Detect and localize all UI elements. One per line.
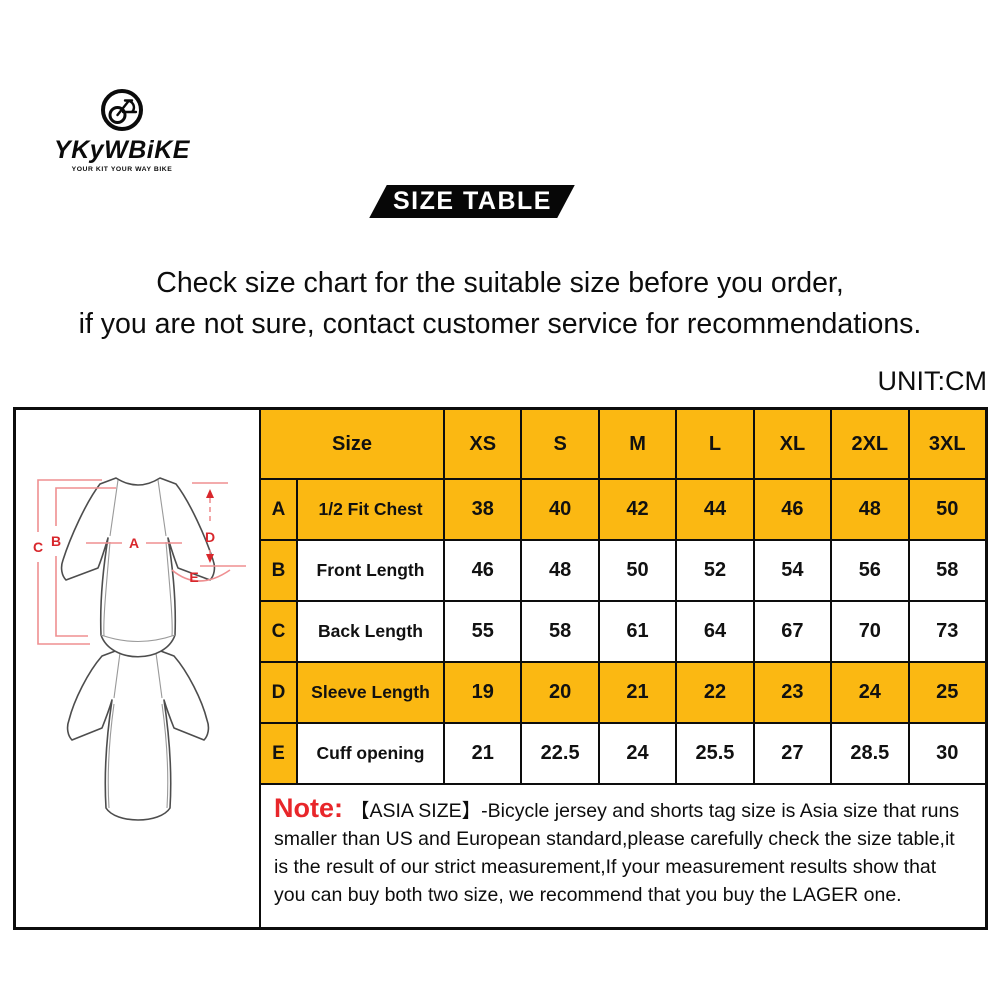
row-label: Cuff opening bbox=[298, 724, 445, 783]
size-table-banner: SIZE TABLE bbox=[369, 185, 575, 218]
cell-value: 44 bbox=[677, 480, 755, 539]
measure-label-e: E bbox=[189, 569, 198, 585]
cell-value: 48 bbox=[522, 541, 600, 600]
cell-value: 24 bbox=[832, 663, 910, 722]
table-row-d: D Sleeve Length 19 20 21 22 23 24 25 bbox=[261, 663, 985, 724]
cell-value: 27 bbox=[754, 724, 833, 783]
measure-label-b: B bbox=[51, 533, 61, 549]
table-header-row: Size XS S M L XL 2XL 3XL bbox=[261, 410, 985, 480]
row-key: D bbox=[261, 663, 298, 722]
cell-value: 25 bbox=[909, 663, 985, 722]
row-label: Back Length bbox=[298, 602, 445, 661]
unit-label: UNIT:CM bbox=[877, 366, 988, 396]
cell-value: 61 bbox=[599, 602, 678, 661]
cell-value: 56 bbox=[832, 541, 910, 600]
jersey-diagram-svg: A B C D E bbox=[33, 477, 246, 821]
cell-value: 50 bbox=[909, 480, 985, 539]
cell-value: 24 bbox=[599, 724, 678, 783]
cell-value: 25.5 bbox=[677, 724, 755, 783]
table-row-b: B Front Length 46 48 50 52 54 56 58 bbox=[261, 541, 985, 602]
header-xs: XS bbox=[445, 410, 523, 478]
intro-line-1: Check size chart for the suitable size b… bbox=[156, 267, 844, 299]
cell-value: 40 bbox=[522, 480, 600, 539]
cell-value: 58 bbox=[909, 541, 985, 600]
note-label: Note: bbox=[274, 793, 343, 823]
note-body: 【ASIA SIZE】-Bicycle jersey and shorts ta… bbox=[274, 800, 960, 906]
row-key: E bbox=[261, 724, 298, 783]
measure-label-d: D bbox=[205, 529, 215, 545]
cell-value: 19 bbox=[445, 663, 523, 722]
intro-text: Check size chart for the suitable size b… bbox=[0, 263, 1000, 345]
cell-value: 70 bbox=[832, 602, 910, 661]
measure-label-a: A bbox=[129, 535, 139, 551]
brand-tagline: YOUR KIT YOUR WAY BIKE bbox=[71, 166, 173, 173]
size-table-banner-title: SIZE TABLE bbox=[392, 187, 552, 215]
cell-value: 42 bbox=[599, 480, 678, 539]
cell-value: 21 bbox=[599, 663, 678, 722]
cell-value: 64 bbox=[677, 602, 755, 661]
cell-value: 55 bbox=[445, 602, 523, 661]
cell-value: 46 bbox=[445, 541, 523, 600]
bicycle-logo-icon bbox=[101, 89, 143, 131]
row-label: Front Length bbox=[298, 541, 445, 600]
cell-value: 30 bbox=[909, 724, 985, 783]
note-section: Note: 【ASIA SIZE】-Bicycle jersey and shor… bbox=[261, 785, 985, 927]
cell-value: 52 bbox=[677, 541, 755, 600]
brand-name: YKyWBiKE bbox=[54, 136, 190, 164]
header-m: M bbox=[599, 410, 678, 478]
cell-value: 58 bbox=[522, 602, 600, 661]
row-key: C bbox=[261, 602, 298, 661]
header-l: L bbox=[677, 410, 755, 478]
brand-logo: YKyWBiKE YOUR KIT YOUR WAY BIKE bbox=[50, 88, 194, 173]
jersey-measurement-diagram: A B C D E bbox=[16, 410, 261, 927]
cell-value: 22.5 bbox=[522, 724, 600, 783]
cell-value: 54 bbox=[754, 541, 833, 600]
row-label: 1/2 Fit Chest bbox=[298, 480, 445, 539]
cell-value: 20 bbox=[522, 663, 600, 722]
cell-value: 28.5 bbox=[832, 724, 910, 783]
header-2xl: 2XL bbox=[832, 410, 910, 478]
header-xl: XL bbox=[754, 410, 833, 478]
row-label: Sleeve Length bbox=[298, 663, 445, 722]
cell-value: 46 bbox=[754, 480, 833, 539]
cell-value: 73 bbox=[909, 602, 985, 661]
table-row-c: C Back Length 55 58 61 64 67 70 73 bbox=[261, 602, 985, 663]
measure-label-c: C bbox=[33, 539, 43, 555]
intro-line-2: if you are not sure, contact customer se… bbox=[78, 308, 922, 340]
table-row-a: A 1/2 Fit Chest 38 40 42 44 46 48 50 bbox=[261, 480, 985, 541]
row-key: A bbox=[261, 480, 298, 539]
row-key: B bbox=[261, 541, 298, 600]
header-s: S bbox=[522, 410, 600, 478]
cell-value: 22 bbox=[677, 663, 755, 722]
header-3xl: 3XL bbox=[909, 410, 985, 478]
size-chart-table: A B C D E Size XS S M L XL 2XL 3XL A 1/2… bbox=[13, 407, 988, 930]
cell-value: 50 bbox=[599, 541, 678, 600]
cell-value: 23 bbox=[754, 663, 833, 722]
cell-value: 48 bbox=[832, 480, 910, 539]
cell-value: 21 bbox=[445, 724, 523, 783]
table-row-e: E Cuff opening 21 22.5 24 25.5 27 28.5 3… bbox=[261, 724, 985, 785]
cell-value: 67 bbox=[754, 602, 833, 661]
header-size: Size bbox=[261, 410, 445, 478]
cell-value: 38 bbox=[445, 480, 523, 539]
